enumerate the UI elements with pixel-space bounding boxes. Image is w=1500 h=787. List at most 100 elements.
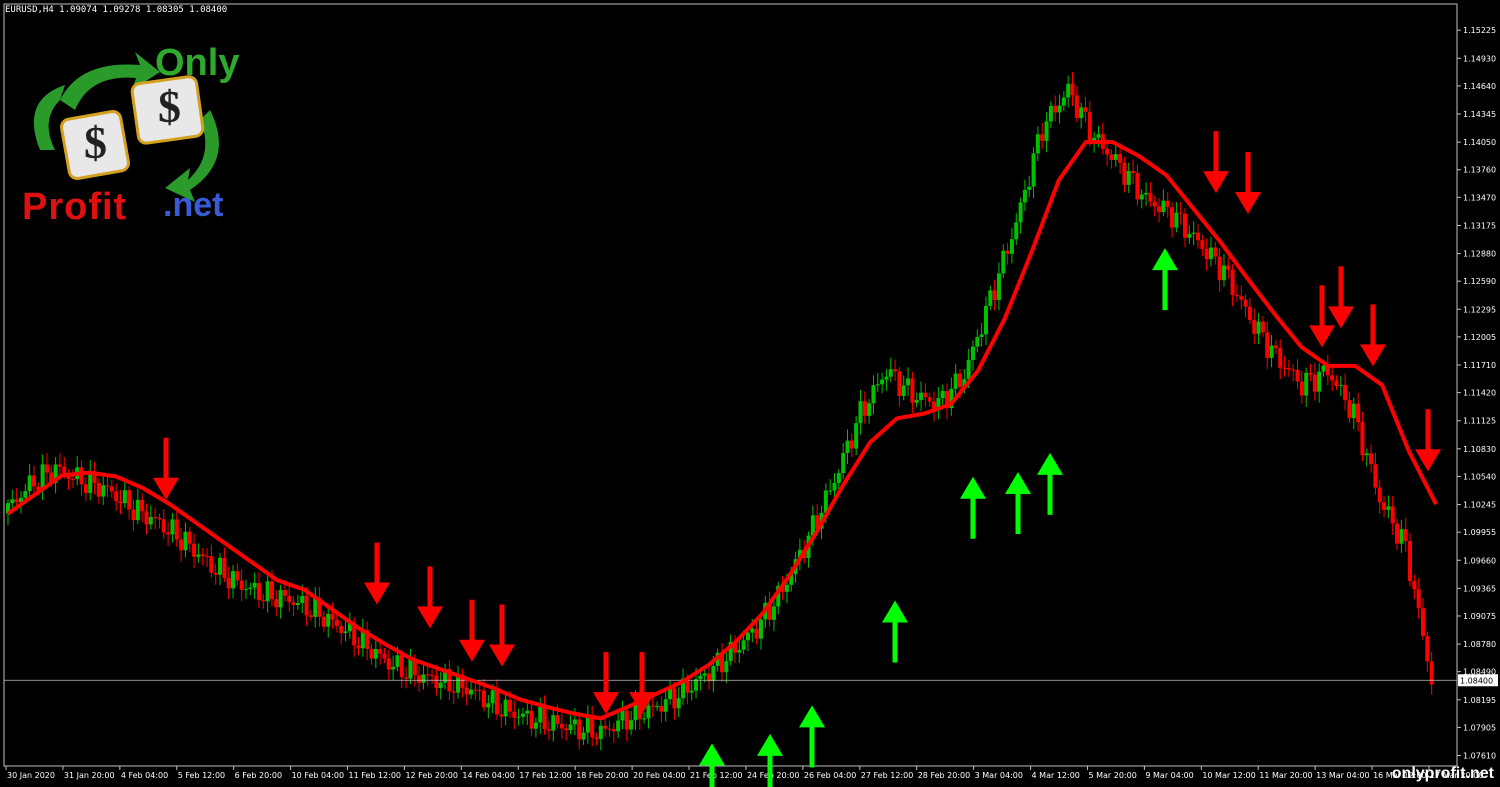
candle-body: [40, 464, 45, 491]
candle-body: [1421, 608, 1426, 637]
candle-body: [269, 581, 274, 600]
candle-body: [1291, 369, 1296, 371]
candle-body: [1312, 374, 1317, 392]
candle-body: [949, 388, 954, 409]
candle-body: [1382, 502, 1387, 510]
candle-body: [633, 701, 638, 721]
candle-body: [676, 698, 681, 709]
candle-body: [983, 305, 988, 335]
candle-body: [529, 710, 534, 729]
candle-body: [92, 471, 97, 483]
candle-body: [607, 728, 612, 730]
candle-body: [1122, 162, 1127, 185]
candle-body: [222, 557, 227, 578]
candle-body: [988, 290, 993, 306]
candle-body: [1113, 154, 1118, 160]
candle-body: [758, 619, 763, 639]
candle-body: [1118, 154, 1123, 163]
candle-body: [179, 539, 184, 551]
candle-body: [114, 491, 119, 502]
candle-body: [317, 597, 322, 617]
candle-body: [6, 503, 10, 514]
candle-body: [1170, 207, 1175, 228]
sell-signal-arrowhead: [1328, 306, 1354, 329]
candle-body: [1386, 506, 1391, 510]
candle-body: [1338, 384, 1343, 386]
x-tick-label: 4 Mar 12:00: [1032, 771, 1080, 780]
candle-body: [1213, 247, 1218, 257]
candle-body: [1165, 200, 1170, 208]
candle-body: [1200, 240, 1205, 249]
candle-body: [875, 384, 880, 386]
candle-body: [1373, 464, 1378, 488]
candle-body: [391, 666, 396, 670]
candle-body: [27, 475, 32, 492]
candle-body: [1131, 171, 1136, 173]
candle-body: [1364, 453, 1369, 456]
candle-body: [1321, 365, 1326, 372]
candle-body: [196, 554, 201, 557]
candle-body: [96, 482, 101, 497]
candle-body: [914, 399, 919, 403]
candle-body: [650, 705, 655, 707]
candle-body: [841, 453, 846, 474]
candle-body: [546, 729, 551, 731]
y-tick-label: 1.11125: [1463, 417, 1496, 426]
sell-signal-arrowhead: [1235, 192, 1261, 215]
candle-body: [992, 290, 997, 301]
candle-body: [352, 623, 357, 646]
buy-signal-arrowhead: [757, 733, 783, 756]
candle-body: [252, 582, 257, 588]
y-tick-label: 1.13470: [1463, 193, 1496, 202]
candle-body: [1027, 186, 1032, 190]
candle-body: [1083, 107, 1088, 112]
x-tick-label: 5 Feb 12:00: [178, 771, 225, 780]
y-tick-label: 1.10830: [1463, 445, 1496, 454]
candle-body: [274, 599, 279, 608]
candle-body: [105, 485, 110, 487]
candle-body: [1330, 375, 1335, 381]
candle-body: [681, 678, 686, 699]
candle-body: [1092, 137, 1097, 142]
candle-body: [1286, 368, 1291, 370]
candle-body: [1221, 265, 1226, 281]
candle-body: [1079, 107, 1084, 119]
candle-body: [646, 705, 651, 719]
sell-signal-arrowhead: [417, 606, 443, 629]
candle-body: [339, 626, 344, 634]
candle-body: [659, 706, 664, 712]
candle-body: [1035, 134, 1040, 154]
candle-body: [36, 486, 41, 491]
sell-signal-arrowhead: [1415, 449, 1441, 472]
candle-body: [1074, 95, 1079, 119]
buy-signal-arrowhead: [960, 476, 986, 499]
sell-signal-arrowhead: [1203, 171, 1229, 194]
candle-body: [568, 724, 573, 731]
candle-body: [737, 649, 742, 653]
candle-body: [295, 602, 300, 606]
candle-body: [1148, 192, 1153, 202]
x-tick-label: 12 Feb 20:00: [405, 771, 457, 780]
candle-body: [741, 640, 746, 650]
sell-signal-arrowhead: [459, 639, 485, 662]
candle-body: [1217, 256, 1222, 281]
candle-body: [966, 359, 971, 380]
candle-body: [1282, 367, 1287, 369]
x-tick-label: 11 Mar 20:00: [1259, 771, 1312, 780]
candle-body: [538, 706, 543, 723]
x-tick-label: 9 Mar 04:00: [1145, 771, 1193, 780]
candle-body: [525, 710, 530, 714]
candle-body: [594, 737, 599, 739]
candle-body: [44, 464, 49, 473]
candle-body: [603, 725, 608, 729]
candle-body: [313, 597, 318, 617]
candle-body: [711, 665, 716, 682]
candle-body: [135, 499, 140, 521]
candle-body: [776, 585, 781, 607]
candle-body: [750, 628, 755, 633]
x-tick-label: 31 Jan 20:00: [64, 771, 115, 780]
candle-body: [408, 659, 413, 679]
logo-text-only: Only: [155, 42, 240, 84]
candle-body: [815, 515, 820, 529]
